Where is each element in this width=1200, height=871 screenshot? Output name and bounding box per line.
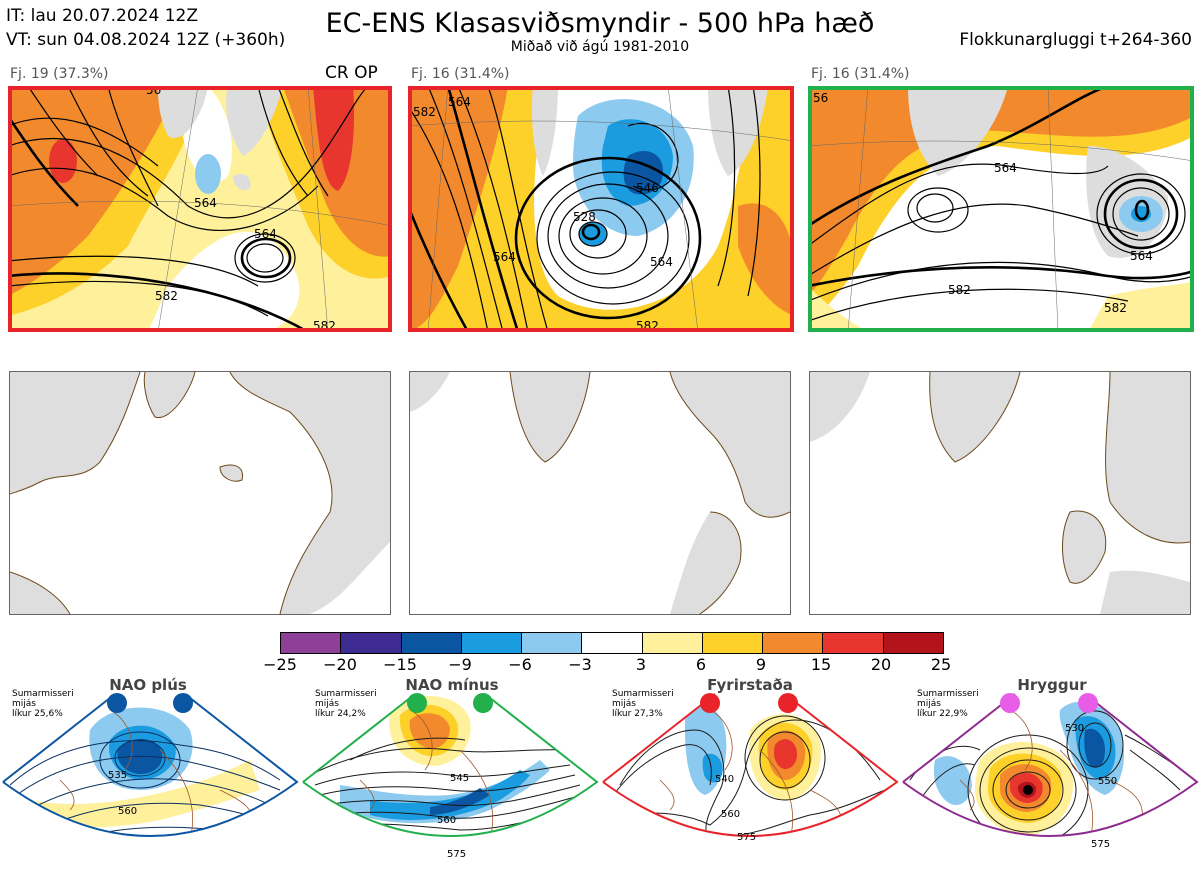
contour-label: 56 (146, 86, 161, 97)
regime-1-title: NAO plús (109, 676, 187, 694)
panel-1-label: Fj. 19 (37.3%) (10, 66, 109, 82)
contour-label: 560 (721, 809, 740, 820)
colorbar-swatch (401, 633, 462, 653)
contour-label: 560 (118, 806, 137, 817)
colorbar (280, 632, 944, 654)
contour-label: 582 (948, 283, 971, 297)
regime-4-period: mijás (917, 699, 941, 709)
contour-label: 545 (450, 773, 469, 784)
colorbar-tick: 9 (755, 655, 767, 674)
colorbar-tick: −9 (448, 655, 472, 674)
empty-map-2 (409, 371, 791, 615)
regime-1-season: Sumarmisseri (12, 689, 74, 699)
contour-label: 550 (1098, 776, 1117, 787)
colorbar-swatch (522, 633, 583, 653)
regime-4-likelihood: líkur 22,9% (917, 709, 968, 719)
regime-2-map: 545 560 575 (302, 693, 599, 860)
empty-map-3 (809, 371, 1191, 615)
cluster-map-1: 564 564 582 582 56 (8, 86, 392, 332)
regime-2-likelihood: líkur 24,2% (315, 709, 366, 719)
colorbar-swatch (461, 633, 523, 653)
contour-label: 564 (650, 255, 673, 269)
contour-label: 575 (1091, 839, 1110, 850)
colorbar-swatch (763, 633, 824, 653)
colorbar-tick: 6 (695, 655, 707, 674)
regime-3-season: Sumarmisseri (612, 689, 674, 699)
regime-1-map: 535 560 (2, 693, 299, 837)
contour-label: 528 (573, 210, 596, 224)
regime-3-map: 540 560 575 (602, 693, 899, 843)
colorbar-tick: 25 (930, 655, 952, 674)
contour-label: 575 (737, 832, 756, 843)
contour-label: 540 (715, 774, 734, 785)
contour-label: 564 (254, 227, 277, 241)
colorbar-swatch (642, 633, 703, 653)
regime-4-map: 530 550 575 (902, 693, 1199, 850)
colorbar-tick: 15 (810, 655, 832, 674)
colorbar-tick: −15 (383, 655, 417, 674)
contour-label: 564 (448, 95, 471, 109)
contour-label: 535 (108, 770, 127, 781)
contour-label: 560 (437, 815, 456, 826)
colorbar-swatch (702, 633, 764, 653)
contour-label: 564 (994, 161, 1017, 175)
panel-1-tag: CR OP (325, 63, 378, 83)
regime-1-period: mijás (12, 699, 36, 709)
colorbar-tick: −25 (263, 655, 297, 674)
contour-label: 56 (813, 91, 828, 105)
panel-frame (408, 86, 794, 332)
contour-label: 530 (1065, 723, 1084, 734)
colorbar-tick: −3 (568, 655, 592, 674)
colorbar-tick: −6 (508, 655, 532, 674)
regime-2-title: NAO mínus (405, 676, 499, 694)
colorbar-tick: 20 (870, 655, 892, 674)
contour-label: 564 (194, 196, 217, 210)
initial-time-label: IT: lau 20.07.2024 12Z (6, 6, 198, 26)
contour-label: 575 (447, 849, 466, 860)
colorbar-swatch (281, 633, 342, 653)
regime-4-title: Hryggur (1017, 676, 1087, 694)
colorbar-swatch (883, 633, 943, 653)
regime-2-season: Sumarmisseri (315, 689, 377, 699)
regime-3-title: Fyrirstaða (707, 676, 793, 694)
empty-map-1 (9, 371, 391, 615)
regime-3-likelihood: líkur 27,3% (612, 709, 663, 719)
panel-2-label: Fj. 16 (31.4%) (411, 66, 510, 82)
page-subtitle: Miðað við ágú 1981-2010 (510, 39, 690, 55)
contour-label: 564 (1130, 249, 1153, 263)
colorbar-swatch (582, 633, 643, 653)
panel-3-label: Fj. 16 (31.4%) (811, 66, 910, 82)
panel-frame (808, 86, 1194, 332)
page-title: EC-ENS Klasasviðsmyndir - 500 hPa hæð (325, 8, 875, 39)
regime-3-period: mijás (612, 699, 636, 709)
colorbar-tick: −20 (323, 655, 357, 674)
cluster-map-2: 546 528 564 564 582 582 564 (408, 86, 794, 332)
contour-label: 582 (155, 289, 178, 303)
panel-frame (8, 86, 392, 332)
cluster-map-3: 564 564 582 582 56 (808, 86, 1194, 332)
colorbar-tick: 3 (635, 655, 647, 674)
valid-time-label: VT: sun 04.08.2024 12Z (+360h) (6, 30, 286, 50)
regime-2-period: mijás (315, 699, 339, 709)
clustering-window-label: Flokkunargluggi t+264-360 (959, 30, 1192, 50)
contour-label: 582 (1104, 301, 1127, 315)
colorbar-swatch (823, 633, 884, 653)
contour-label: 564 (493, 250, 516, 264)
contour-label: 582 (413, 105, 436, 119)
colorbar-swatch (341, 633, 402, 653)
contour-label: 546 (636, 181, 659, 195)
regime-4-season: Sumarmisseri (917, 689, 979, 699)
regime-1-likelihood: líkur 25,6% (12, 709, 63, 719)
